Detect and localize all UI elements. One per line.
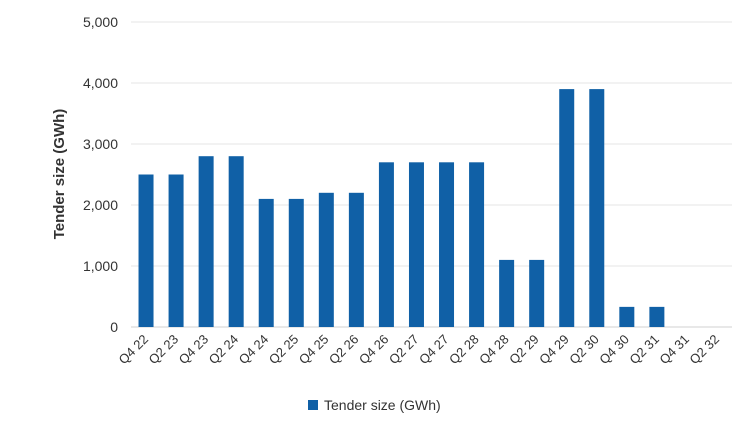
x-tick-label: Q4 27 — [416, 332, 452, 368]
y-tick-label: 3,000 — [83, 136, 118, 152]
x-tick-label: Q2 27 — [386, 332, 422, 368]
x-tick-label: Q2 29 — [506, 332, 542, 368]
bar — [469, 162, 485, 327]
bar — [529, 259, 545, 327]
y-tick-label: 5,000 — [83, 14, 118, 30]
x-tick-label: Q2 32 — [686, 332, 722, 368]
gridlines — [131, 21, 732, 328]
legend-label: Tender size (GWh) — [324, 397, 441, 413]
bars — [138, 89, 665, 327]
x-tick-label: Q4 26 — [356, 332, 392, 368]
y-axis-label: Tender size (GWh) — [51, 109, 68, 240]
y-tick-label: 0 — [110, 319, 118, 335]
bar — [288, 198, 304, 327]
bar — [318, 192, 334, 327]
bar — [619, 306, 635, 327]
x-tick-label: Q4 31 — [656, 332, 692, 368]
x-tick-label: Q4 29 — [536, 332, 572, 368]
x-tick-label: Q2 28 — [446, 332, 482, 368]
x-tick-label: Q2 25 — [266, 332, 302, 368]
x-tick-label: Q4 30 — [596, 332, 632, 368]
x-tick-label: Q4 22 — [115, 332, 151, 368]
y-axis-ticks: 0 1,000 2,000 3,000 4,000 5,000 — [83, 14, 118, 335]
bar — [138, 174, 154, 327]
bar — [408, 162, 424, 327]
bar — [649, 306, 665, 327]
x-tick-label: Q4 23 — [176, 332, 212, 368]
x-tick-label: Q4 25 — [296, 332, 332, 368]
bar — [499, 259, 515, 327]
bar — [559, 89, 575, 327]
bar — [439, 162, 455, 327]
y-tick-label: 1,000 — [83, 258, 118, 274]
legend-swatch — [308, 400, 318, 410]
bar — [228, 156, 244, 327]
y-tick-label: 4,000 — [83, 75, 118, 91]
bar — [168, 174, 184, 327]
bar — [378, 162, 394, 327]
x-tick-label: Q2 24 — [206, 332, 242, 368]
x-tick-label: Q2 30 — [566, 332, 602, 368]
x-tick-label: Q2 31 — [626, 332, 662, 368]
bar — [348, 192, 364, 327]
bar — [258, 198, 274, 327]
bar — [589, 89, 605, 327]
x-tick-label: Q2 26 — [326, 332, 362, 368]
legend: Tender size (GWh) — [308, 397, 441, 413]
y-tick-label: 2,000 — [83, 197, 118, 213]
bar — [198, 156, 214, 327]
x-tick-label: Q4 24 — [236, 332, 272, 368]
x-tick-label: Q2 23 — [146, 332, 182, 368]
x-tick-label: Q4 28 — [476, 332, 512, 368]
